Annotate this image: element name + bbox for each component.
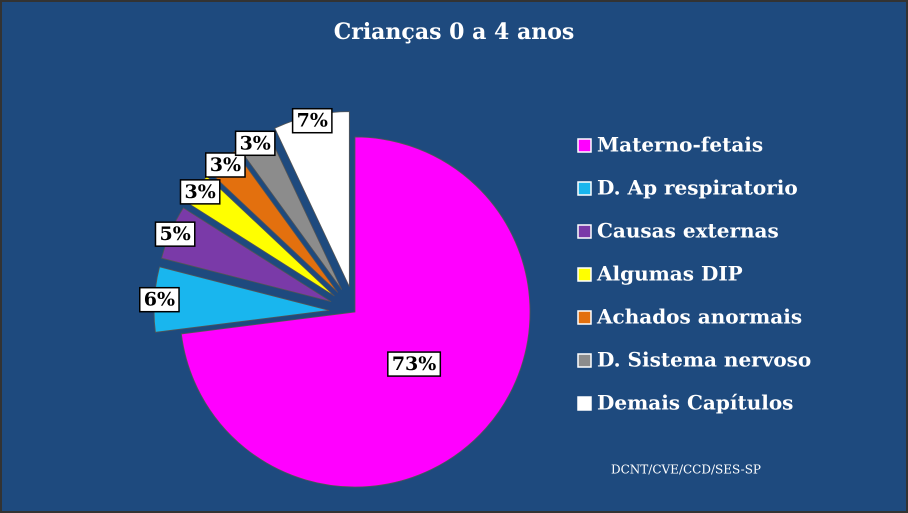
- legend-swatch: [577, 396, 592, 411]
- data-label-text: 3%: [184, 181, 215, 203]
- data-label: 7%: [291, 107, 333, 134]
- data-label-text: 73%: [392, 353, 437, 375]
- data-label-text: 3%: [210, 154, 241, 176]
- data-label-text: 7%: [297, 110, 328, 132]
- legend-label: Achados anormais: [596, 305, 802, 329]
- legend-swatch: [577, 267, 592, 282]
- data-label-box: [138, 286, 180, 313]
- legend-swatch: [577, 181, 592, 196]
- legend-label: Algumas DIP: [596, 262, 743, 286]
- data-label: 3%: [234, 130, 276, 157]
- data-label-box: [234, 130, 276, 157]
- legend-label: Materno-fetais: [597, 133, 763, 157]
- legend-swatch: [577, 353, 592, 368]
- source-note: DCNT/CVE/CCD/SES-SP: [611, 463, 761, 477]
- legend-label: D. Ap respiratorio: [597, 176, 798, 200]
- data-label-box: [291, 107, 333, 134]
- data-label: 3%: [204, 152, 246, 178]
- data-label-text: 6%: [144, 289, 175, 311]
- legend-swatch: [577, 224, 592, 239]
- data-label-box: [179, 179, 221, 205]
- data-label-box: [204, 152, 246, 178]
- data-label: 3%: [179, 179, 221, 205]
- data-label: 5%: [154, 221, 196, 247]
- data-label-box: [154, 221, 196, 247]
- chart-title: Crianças 0 a 4 anos: [334, 19, 575, 45]
- data-label-text: 5%: [159, 223, 190, 245]
- pie-slice: [180, 136, 531, 488]
- legend-swatch: [577, 138, 592, 153]
- legend-swatch: [577, 310, 592, 325]
- data-label: 73%: [387, 351, 442, 377]
- data-label-text: 3%: [240, 132, 271, 154]
- data-label-box: [387, 351, 442, 377]
- data-label: 6%: [138, 286, 180, 313]
- legend-label: D. Sistema nervoso: [597, 348, 811, 372]
- legend-label: Demais Capítulos: [597, 391, 793, 415]
- legend-label: Causas externas: [597, 219, 779, 243]
